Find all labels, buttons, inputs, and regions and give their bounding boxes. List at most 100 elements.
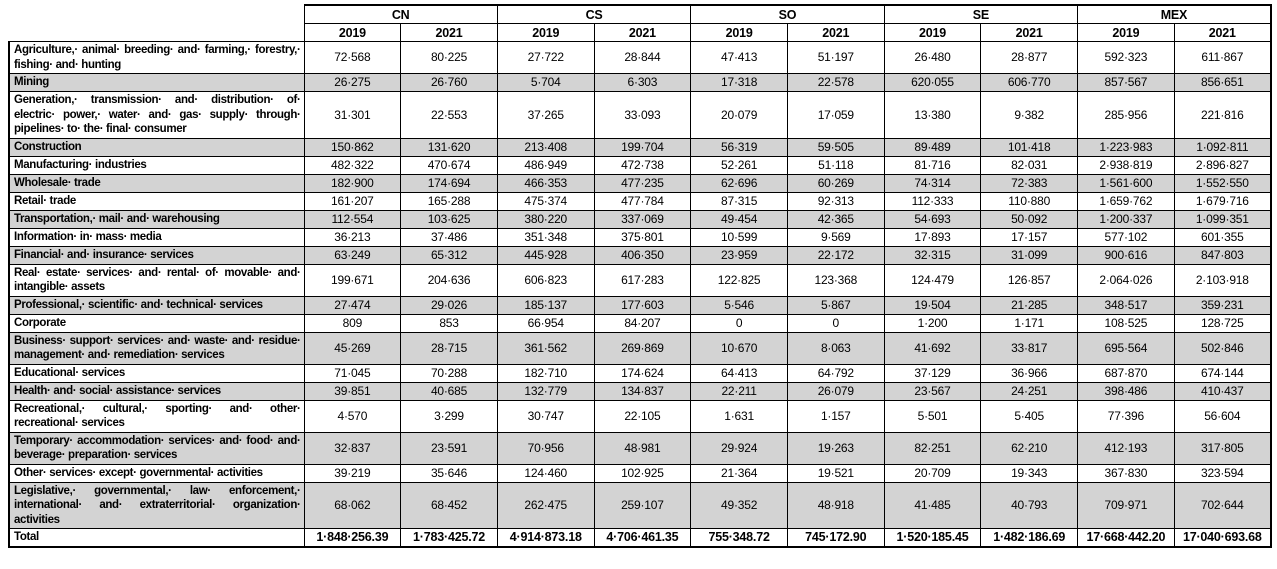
cell-value: 40·793 xyxy=(980,481,1079,529)
cell-value: 755·348.72 xyxy=(690,528,788,548)
cell-value: 42·365 xyxy=(786,209,885,229)
cell-value: 857·567 xyxy=(1077,73,1175,92)
cell-value: 323·594 xyxy=(1173,463,1272,483)
cell-value: 1·848·256.39 xyxy=(303,528,402,548)
cell-value: 470·674 xyxy=(400,155,498,175)
year-header: 2019 xyxy=(1077,23,1175,42)
cell-value: 0 xyxy=(690,313,788,333)
cell-value: 5·405 xyxy=(980,399,1079,433)
cell-value: 26·760 xyxy=(400,73,498,92)
cell-value: 13·380 xyxy=(883,91,982,139)
cell-value: 26·275 xyxy=(303,73,402,92)
cell-value: 29·924 xyxy=(690,431,788,465)
cell-value: 23·591 xyxy=(400,431,498,465)
cell-value: 17·059 xyxy=(786,91,885,139)
cell-value: 486·949 xyxy=(496,155,595,175)
cell-value: 71·045 xyxy=(303,363,402,383)
cell-value: 21·364 xyxy=(690,463,788,483)
cell-value: 337·069 xyxy=(593,209,692,229)
cell-value: 37·129 xyxy=(883,363,982,383)
cell-value: 49·454 xyxy=(690,209,788,229)
cell-value: 62·210 xyxy=(980,431,1079,465)
cell-value: 592·323 xyxy=(1077,41,1175,74)
cell-value: 6·303 xyxy=(593,73,692,92)
cell-value: 406·350 xyxy=(593,245,692,265)
row-label: Educational· services xyxy=(8,363,305,383)
cell-value: 23·567 xyxy=(883,381,982,401)
cell-value: 199·671 xyxy=(303,263,402,297)
cell-value: 475·374 xyxy=(496,191,595,211)
cell-value: 28·715 xyxy=(400,331,498,365)
cell-value: 0 xyxy=(786,313,885,333)
cell-value: 134·837 xyxy=(593,381,692,401)
cell-value: 477·235 xyxy=(593,173,692,193)
cell-value: 2·938·819 xyxy=(1077,155,1175,175)
cell-value: 87·315 xyxy=(690,191,788,211)
cell-value: 466·353 xyxy=(496,173,595,193)
cell-value: 21·285 xyxy=(980,295,1079,315)
row-label: Financial· and· insurance· services xyxy=(8,245,305,265)
row-label: Mining xyxy=(8,73,305,92)
cell-value: 31·301 xyxy=(303,91,402,139)
row-label: Agriculture,· animal· breeding· and· far… xyxy=(8,41,305,74)
cell-value: 410·437 xyxy=(1173,381,1272,401)
cell-value: 70·288 xyxy=(400,363,498,383)
year-header: 2021 xyxy=(400,23,498,42)
year-header: 2019 xyxy=(883,23,982,42)
cell-value: 32·837 xyxy=(303,431,402,465)
cell-value: 47·413 xyxy=(690,41,788,74)
cell-value: 262·475 xyxy=(496,481,595,529)
table-row: Legislative,· governmental,· law· enforc… xyxy=(8,481,1272,529)
cell-value: 51·118 xyxy=(786,155,885,175)
cell-value: 112·333 xyxy=(883,191,982,211)
table-row: Mining 26·275 26·760 5·704 6·303 17·318 … xyxy=(8,73,1272,92)
cell-value: 165·288 xyxy=(400,191,498,211)
table-row: Professional,· scientific· and· technica… xyxy=(8,295,1272,315)
table-row: Real· estate· services· and· rental· of·… xyxy=(8,263,1272,297)
cell-value: 22·211 xyxy=(690,381,788,401)
cell-value: 285·956 xyxy=(1077,91,1175,139)
cell-value: 128·725 xyxy=(1173,313,1272,333)
cell-value: 161·207 xyxy=(303,191,402,211)
row-label: Recreational,· cultural,· sporting· and·… xyxy=(8,399,305,433)
cell-value: 54·693 xyxy=(883,209,982,229)
cell-value: 361·562 xyxy=(496,331,595,365)
cell-value: 1·482·186.69 xyxy=(980,528,1079,548)
cell-value: 577·102 xyxy=(1077,227,1175,247)
cell-value: 124·460 xyxy=(496,463,595,483)
cell-value: 1·520·185.45 xyxy=(883,528,982,548)
cell-value: 23·959 xyxy=(690,245,788,265)
cell-value: 41·485 xyxy=(883,481,982,529)
cell-value: 124·479 xyxy=(883,263,982,297)
year-header: 2019 xyxy=(303,23,402,42)
cell-value: 17·318 xyxy=(690,73,788,92)
cell-value: 182·710 xyxy=(496,363,595,383)
cell-value: 482·322 xyxy=(303,155,402,175)
cell-value: 29·026 xyxy=(400,295,498,315)
cell-value: 28·844 xyxy=(593,41,692,74)
cell-value: 847·803 xyxy=(1173,245,1272,265)
cell-value: 39·219 xyxy=(303,463,402,483)
cell-value: 64·792 xyxy=(786,363,885,383)
cell-value: 59·505 xyxy=(786,137,885,157)
table-row: Corporate 809 853 66·954 84·207 0 0 1·20… xyxy=(8,313,1272,333)
row-label: Manufacturing· industries xyxy=(8,155,305,175)
row-label: Temporary· accommodation· services· and·… xyxy=(8,431,305,465)
cell-value: 26·079 xyxy=(786,381,885,401)
table-row: Manufacturing· industries 482·322 470·67… xyxy=(8,155,1272,175)
cell-value: 48·981 xyxy=(593,431,692,465)
cell-value: 472·738 xyxy=(593,155,692,175)
year-header: 2019 xyxy=(690,23,788,42)
cell-value: 49·352 xyxy=(690,481,788,529)
cell-value: 126·857 xyxy=(980,263,1079,297)
corner-cell xyxy=(9,5,304,42)
group-header-se: SE xyxy=(883,4,1079,24)
cell-value: 48·918 xyxy=(786,481,885,529)
row-label: Generation,· transmission· and· distribu… xyxy=(8,91,305,139)
row-label: Business· support· services· and· waste·… xyxy=(8,331,305,365)
cell-value: 131·620 xyxy=(400,137,498,157)
row-label: Legislative,· governmental,· law· enforc… xyxy=(8,481,305,529)
cell-value: 199·704 xyxy=(593,137,692,157)
cell-value: 1·157 xyxy=(786,399,885,433)
cell-value: 32·315 xyxy=(883,245,982,265)
